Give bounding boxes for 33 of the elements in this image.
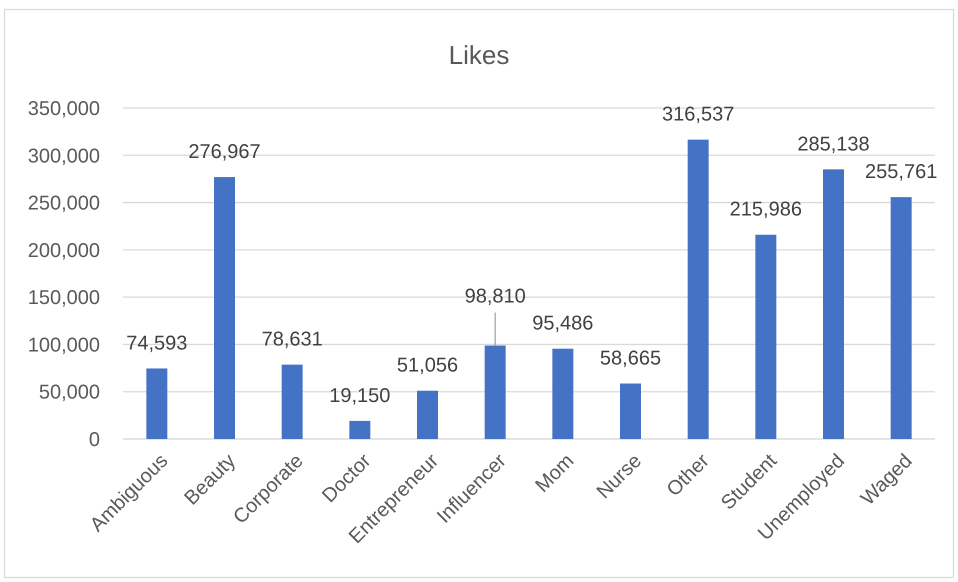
bar [890, 197, 912, 439]
bar [552, 348, 574, 439]
y-tick-label: 0 [88, 429, 100, 451]
y-tick-label: 150,000 [28, 287, 100, 310]
bar [214, 177, 235, 439]
bar [349, 420, 370, 439]
bar [417, 390, 438, 439]
bar [282, 364, 303, 439]
data-label: 74,593 [126, 332, 188, 354]
y-tick-label: 250,000 [28, 192, 100, 215]
bar [484, 346, 506, 439]
bar [755, 234, 776, 439]
data-label: 95,486 [532, 312, 594, 335]
data-label: 58,665 [600, 348, 662, 370]
bar [620, 384, 641, 439]
data-label: 98,810 [464, 286, 526, 308]
y-tick-label: 200,000 [28, 240, 100, 262]
data-label: 276,967 [188, 141, 261, 164]
data-label: 51,056 [396, 354, 458, 377]
data-label: 78,631 [262, 328, 323, 351]
data-label: 255,761 [865, 161, 938, 184]
bar [146, 368, 168, 439]
y-tick-label: 50,000 [38, 382, 100, 404]
chart-title: Likes [448, 40, 510, 70]
bar [688, 140, 709, 439]
data-label: 316,537 [662, 104, 734, 126]
data-label: 19,150 [329, 384, 390, 407]
bar [823, 169, 844, 439]
y-tick-label: 300,000 [28, 145, 100, 168]
data-label: 285,138 [797, 133, 870, 156]
y-tick-label: 350,000 [28, 98, 100, 120]
data-label: 215,986 [730, 198, 802, 221]
y-tick-label: 100,000 [28, 334, 100, 356]
